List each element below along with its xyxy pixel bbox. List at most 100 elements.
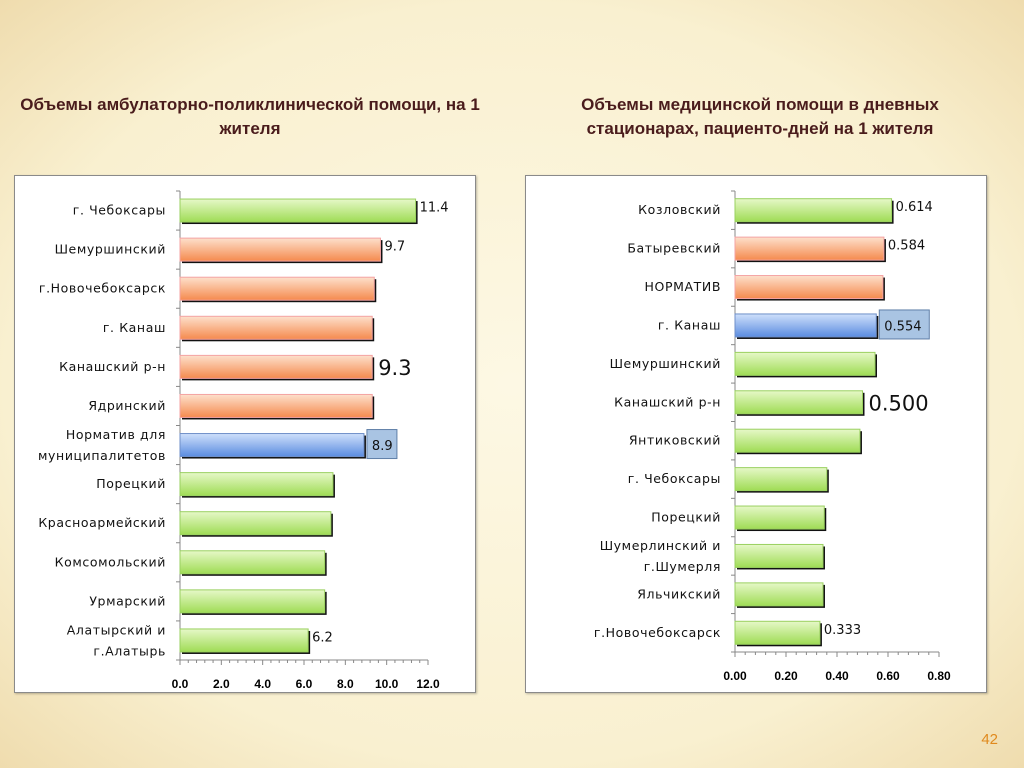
category-label-line: Ядринский (88, 398, 166, 413)
category-label-line: Янтиковский (629, 433, 721, 448)
category-label-line: г.Новочебоксарск (594, 625, 721, 640)
category-label-line: муниципалитетов (38, 448, 166, 463)
x-tick-label: 0.60 (876, 669, 900, 683)
category-label: Шемуршинский (610, 356, 721, 371)
category-label: Шемуршинский (55, 242, 166, 257)
day-hospital-chart: 0.00 0.20 0.40 0.60 0.80 Козловский 0.614 Батыр… (525, 175, 987, 693)
bar (179, 393, 373, 418)
bar (734, 467, 828, 492)
x-tick-label: 10.0 (375, 677, 399, 691)
x-tick-label: 6.0 (296, 677, 313, 691)
x-tick-label: 0.00 (723, 669, 747, 683)
left-chart-title: Объемы амбулаторно-поликлинической помощ… (20, 95, 480, 138)
bar (734, 313, 877, 338)
category-label: Яльчикский (637, 586, 721, 601)
bar (734, 620, 821, 645)
bar (179, 589, 326, 614)
x-tick-label: 12.0 (416, 677, 440, 691)
x-tick-label: 0.80 (927, 669, 951, 683)
category-label: НОРМАТИВ (645, 279, 721, 294)
category-label-line: г. Чебоксары (628, 471, 721, 486)
category-label-line: г.Новочебоксарск (39, 281, 166, 296)
category-label-line: Козловский (638, 202, 721, 217)
x-tick-label: 0.40 (825, 669, 849, 683)
bar (179, 237, 381, 262)
bar (734, 428, 861, 453)
category-label: Ядринский (88, 398, 166, 413)
category-label: Канашский р-н (59, 359, 166, 374)
category-label-line: Шемуршинский (55, 242, 166, 257)
category-label-line: Батыревский (627, 241, 721, 256)
day-hospital-chart-svg: 0.00 0.20 0.40 0.60 0.80 Козловский 0.614 Батыр… (594, 190, 951, 683)
data-label: 11.4 (420, 201, 449, 216)
bar (179, 433, 365, 458)
right-chart-title: Объемы медицинской помощи в дневных стац… (581, 95, 939, 138)
bar (179, 198, 417, 223)
bar (179, 628, 309, 653)
bar (734, 543, 824, 568)
category-label-line: Шумерлинский и (600, 538, 721, 553)
category-label: Козловский (638, 202, 721, 217)
category-label: г. Чебоксары (628, 471, 721, 486)
category-label: г. Канаш (103, 320, 166, 335)
data-label: 8.9 (372, 439, 393, 454)
category-label: Норматив для муниципалитетов (38, 427, 166, 463)
category-label: г.Новочебоксарск (39, 281, 166, 296)
bar (734, 505, 825, 530)
data-label: 0.614 (896, 200, 933, 215)
category-label: Шумерлинский и г.Шумерля (600, 538, 721, 574)
category-label: Порецкий (96, 476, 166, 491)
category-label-line: Канашский р-н (59, 359, 166, 374)
category-label-line: Норматив для (66, 427, 166, 442)
x-tick-label: 4.0 (254, 677, 271, 691)
category-label: Канашский р-н (614, 394, 721, 409)
data-label: 9.7 (384, 240, 405, 255)
category-label: г. Чебоксары (73, 203, 166, 218)
x-tick-label: 2.0 (213, 677, 230, 691)
bar (734, 582, 824, 607)
ambulatory-chart: 0.0 2.0 4.0 6.0 8.0 10.0 12.0 г. Чебоксары 11.4 Ш… (14, 175, 476, 693)
category-label-line: Урмарский (89, 593, 166, 608)
category-label-line: Красноармейский (38, 515, 166, 530)
bar (734, 390, 863, 415)
bar (179, 472, 334, 497)
category-label: г. Канаш (658, 317, 721, 332)
bar (734, 351, 876, 376)
bar (734, 275, 884, 300)
category-label-line: г. Канаш (103, 320, 166, 335)
category-label-line: Шемуршинский (610, 356, 721, 371)
x-tick-label: 0.0 (172, 677, 189, 691)
bar (179, 354, 373, 379)
data-label: 0.333 (824, 623, 861, 638)
data-label: 9.3 (378, 356, 411, 380)
category-label: Красноармейский (38, 515, 166, 530)
ambulatory-chart-svg: 0.0 2.0 4.0 6.0 8.0 10.0 12.0 г. Чебоксары 11.4 Ш… (38, 190, 449, 691)
data-label: 0.584 (888, 239, 925, 254)
bar (179, 550, 326, 575)
bar (179, 276, 375, 301)
category-label-line: Алатырский и (67, 622, 166, 637)
bar (734, 236, 885, 261)
category-label-line: г. Чебоксары (73, 203, 166, 218)
category-label: Янтиковский (629, 433, 721, 448)
bar (179, 511, 332, 536)
category-label-line: Порецкий (651, 510, 721, 525)
category-label: Комсомольский (55, 554, 166, 569)
category-label: г.Новочебоксарск (594, 625, 721, 640)
x-tick-label: 8.0 (337, 677, 354, 691)
bar (179, 315, 373, 340)
data-label: 0.500 (869, 391, 929, 415)
category-label-line: г.Шумерля (644, 559, 721, 574)
bar (734, 198, 893, 223)
x-tick-label: 0.20 (774, 669, 798, 683)
category-label: Алатырский и г.Алатырь (67, 622, 166, 658)
data-label-box (366, 429, 398, 460)
category-label-line: Комсомольский (55, 554, 166, 569)
data-label: 0.554 (884, 319, 921, 334)
data-label: 6.2 (312, 630, 333, 645)
category-label: Урмарский (89, 593, 166, 608)
category-label-line: Канашский р-н (614, 394, 721, 409)
data-label-box (878, 309, 930, 340)
page-number: 42 (981, 731, 998, 748)
category-label-line: НОРМАТИВ (645, 279, 721, 294)
